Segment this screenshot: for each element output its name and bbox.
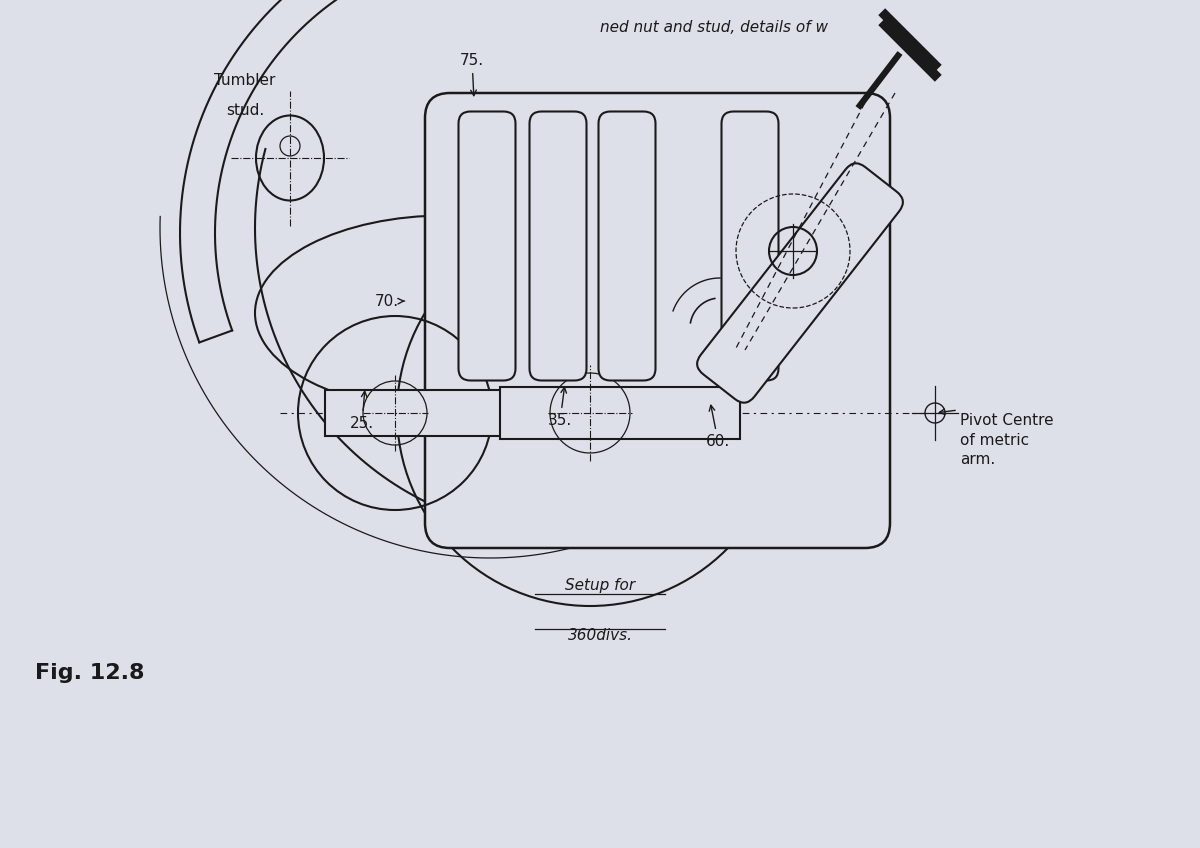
FancyBboxPatch shape bbox=[425, 93, 890, 548]
FancyBboxPatch shape bbox=[721, 111, 779, 381]
FancyBboxPatch shape bbox=[599, 111, 655, 381]
FancyBboxPatch shape bbox=[325, 390, 515, 436]
Text: Setup for: Setup for bbox=[565, 578, 635, 593]
Text: stud.: stud. bbox=[226, 103, 264, 118]
FancyBboxPatch shape bbox=[458, 111, 516, 381]
Text: 70.: 70. bbox=[374, 294, 404, 309]
Text: ned nut and stud, details of w: ned nut and stud, details of w bbox=[600, 20, 828, 35]
Text: Fig. 12.8: Fig. 12.8 bbox=[35, 663, 144, 683]
Text: 25.: 25. bbox=[350, 391, 374, 431]
Text: Pivot Centre: Pivot Centre bbox=[960, 413, 1054, 428]
Text: arm.: arm. bbox=[960, 452, 995, 467]
FancyBboxPatch shape bbox=[500, 387, 740, 439]
Text: 35.: 35. bbox=[548, 388, 572, 428]
Text: of metric: of metric bbox=[960, 433, 1030, 448]
Text: Tumbler: Tumbler bbox=[215, 73, 276, 88]
Text: 75.: 75. bbox=[460, 53, 484, 96]
FancyBboxPatch shape bbox=[529, 111, 587, 381]
Text: 360divs.: 360divs. bbox=[568, 628, 632, 643]
FancyBboxPatch shape bbox=[697, 164, 902, 403]
Text: 60.: 60. bbox=[706, 405, 731, 449]
